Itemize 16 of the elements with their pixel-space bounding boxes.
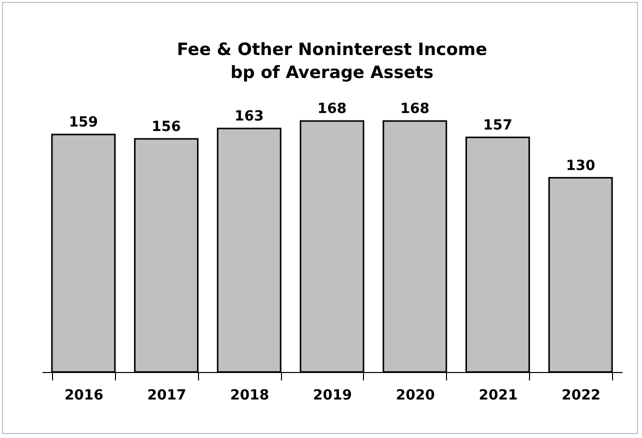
data-label: 157 — [483, 117, 512, 134]
data-label: 168 — [317, 101, 347, 117]
data-label: 168 — [400, 101, 430, 117]
data-label: 163 — [234, 108, 264, 124]
data-label: 156 — [152, 118, 181, 135]
x-tick-label: 2020 — [396, 388, 436, 404]
x-tick-label: 2019 — [313, 388, 352, 404]
text: bp of Average Assets — [230, 63, 434, 83]
x-tick-label: 2022 — [562, 388, 601, 404]
x-tick-label: 2021 — [478, 388, 518, 404]
x-tick-label: 2016 — [64, 388, 104, 404]
data-label: 159 — [68, 114, 98, 130]
text: Fee & Other Noninterest Income — [176, 40, 488, 60]
data-label: 130 — [566, 158, 596, 174]
x-tick-label: 2018 — [230, 388, 270, 404]
x-tick-label: 2017 — [147, 388, 186, 404]
